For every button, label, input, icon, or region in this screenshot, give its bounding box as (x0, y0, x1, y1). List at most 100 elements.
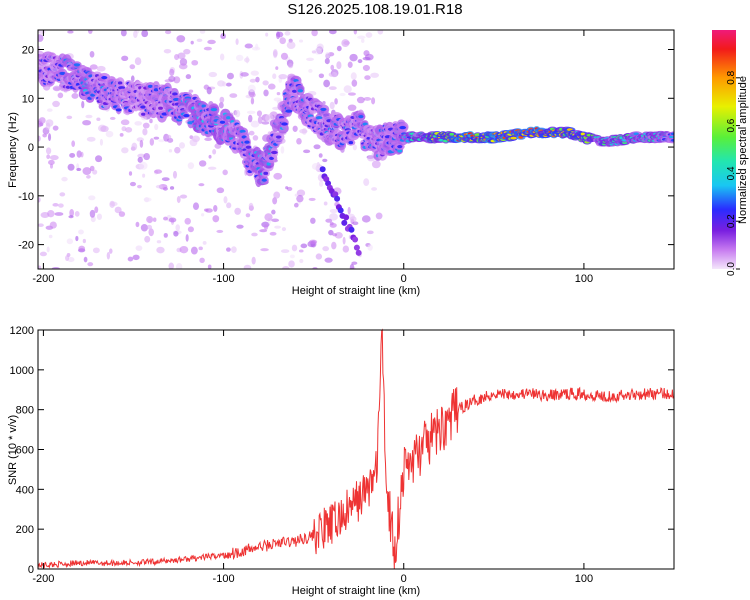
spectrogram-cell (343, 40, 350, 46)
spectrogram-cell (165, 30, 172, 35)
spectrogram-cell (203, 46, 212, 51)
spectrogram-cell (251, 232, 258, 237)
spectrogram-cell (216, 229, 224, 233)
snr-y-tick-label: 600 (16, 445, 34, 457)
colorbar-axis: 0.0 0.2 0.4 0.6 0.8 (726, 70, 740, 276)
spectrogram-cell (88, 30, 93, 34)
spectrogram-cell (347, 206, 351, 215)
spectrogram-cell (261, 121, 270, 125)
spectrogram-cell (370, 72, 380, 78)
spectrogram-cell (82, 238, 86, 244)
spectrogram-cell (142, 173, 146, 178)
spectrogram-cell (52, 100, 60, 108)
spectrogram-cell (256, 110, 263, 117)
spectrogram-cell (45, 147, 52, 155)
spectrogram-cell (292, 125, 298, 132)
spectrogram-cell (220, 33, 226, 40)
spectrogram-cell (300, 243, 308, 249)
spectrogram-cell (262, 80, 269, 86)
spectrogram-cell (363, 50, 370, 57)
spectrogram-cell (348, 226, 355, 233)
spectrogram-cell (357, 59, 363, 64)
spectrogram-cell (291, 89, 298, 93)
spectrogram-cell (38, 135, 41, 142)
spectrogram-cell (306, 57, 315, 61)
spectrogram-cell (155, 184, 163, 189)
spectrogram-cell (96, 213, 102, 220)
spectrogram-cell (371, 97, 376, 105)
spectrogram-cell (52, 203, 59, 207)
spectrogram-cell (255, 43, 259, 50)
spectrogram-cell (234, 207, 242, 215)
spectrogram-cell (120, 30, 127, 37)
snr-y-tick-label: 800 (16, 405, 34, 417)
spectrogram-y-tick-label: 0 (28, 142, 34, 154)
colorbar-tick-label: 0.4 (726, 166, 737, 180)
spectrogram-cell (351, 79, 358, 87)
spectrogram-cell (225, 82, 232, 87)
spectrogram-cell (207, 39, 216, 45)
spectrogram-cell (100, 125, 109, 133)
spectrogram-cell (315, 116, 323, 120)
spectrogram-cell (105, 130, 114, 138)
spectrogram-cell (320, 107, 327, 112)
spectrogram-cell (109, 200, 115, 208)
spectrogram-cell (67, 30, 74, 34)
colorbar (712, 30, 736, 269)
spectrogram-cell (275, 66, 279, 70)
spectrogram-cell (135, 245, 143, 251)
spectrogram-cell (334, 195, 341, 202)
spectrogram-cell (510, 136, 518, 140)
spectrogram-cell (213, 205, 218, 212)
spectrogram-cell (229, 93, 238, 98)
spectrogram-cell (248, 114, 253, 123)
spectrogram-cell (177, 52, 186, 60)
spectrogram-cell (334, 98, 338, 105)
spectrogram-cell (173, 230, 179, 237)
spectrogram-cell (109, 248, 113, 254)
spectrogram-cell (363, 178, 370, 187)
spectrogram-cell (189, 138, 198, 147)
spectrogram-cell (201, 213, 205, 217)
spectrogram-cell (210, 108, 218, 112)
spectrogram-cell (265, 32, 269, 37)
spectrogram-cell (199, 30, 206, 34)
spectrogram-cell (226, 247, 231, 252)
colorbar-tick-label: 0.6 (726, 118, 737, 132)
spectrogram-cell (308, 197, 316, 201)
spectrogram-cell (274, 225, 281, 229)
spectrogram-cell (179, 245, 189, 254)
spectrogram-cell (190, 246, 198, 255)
spectrogram-cell (249, 92, 256, 98)
spectrogram-cell (75, 235, 79, 242)
spectrogram-cell (73, 63, 81, 67)
spectrogram-cell (397, 145, 403, 149)
spectrogram-cell (351, 261, 358, 265)
spectrogram-cell (203, 208, 209, 212)
spectrogram-cell (245, 145, 252, 149)
spectrogram-cell (244, 140, 250, 144)
chart-title: S126.2025.108.19.01.R18 (287, 1, 463, 18)
spectrogram-cell (101, 76, 108, 80)
spectrogram-cell (350, 72, 357, 80)
spectrogram-cell (207, 264, 212, 269)
spectrogram-cell (153, 136, 160, 140)
spectrogram-cell (38, 197, 41, 203)
spectrogram-cell (311, 163, 320, 170)
spectrogram-y-axis-label: Frequency (Hz) (7, 112, 19, 188)
spectrogram-cell (168, 262, 174, 269)
spectrogram-cell (152, 217, 157, 222)
spectrogram-cell (92, 169, 98, 175)
spectrogram-cell (248, 130, 255, 136)
spectrogram-cell (154, 169, 163, 174)
spectrogram-y-tick-label: -10 (18, 191, 34, 203)
spectrogram-cell (266, 162, 271, 166)
spectrogram-cell (329, 101, 335, 110)
spectrogram-cell (352, 144, 357, 151)
spectrogram-cell (198, 246, 203, 251)
spectrogram-cell (272, 73, 277, 80)
spectrogram-cell (121, 147, 129, 154)
snr-y-tick-label: 400 (16, 484, 34, 496)
